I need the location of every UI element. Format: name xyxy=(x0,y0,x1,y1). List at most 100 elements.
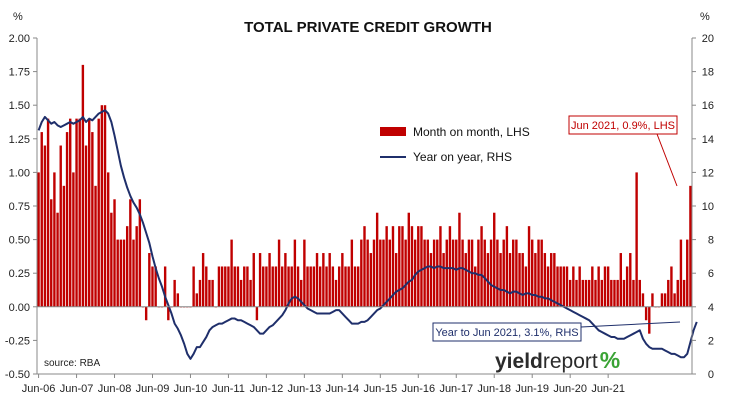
bar-mom xyxy=(341,253,344,307)
left-tick-label: 0.75 xyxy=(9,201,30,213)
bar-mom xyxy=(686,239,689,307)
bar-mom xyxy=(587,279,591,307)
x-tick-label: Jun-18 xyxy=(477,383,511,395)
right-tick-label: 12 xyxy=(702,167,714,179)
bar-mom xyxy=(679,239,683,307)
bar-mom xyxy=(635,172,638,307)
bar-mom xyxy=(597,266,600,307)
left-tick-label: -0.50 xyxy=(5,369,30,381)
bar-mom xyxy=(347,266,350,307)
bar-mom xyxy=(673,293,676,307)
right-tick-label: 2 xyxy=(708,335,714,347)
bar-mom xyxy=(230,239,233,307)
left-tick-label: 0.00 xyxy=(9,302,30,314)
left-tick-label: 0.50 xyxy=(9,235,30,247)
bar-mom xyxy=(502,239,505,307)
yieldreport-logo: yieldreport% xyxy=(495,347,620,373)
bar-mom xyxy=(192,266,195,307)
bar-mom xyxy=(622,279,626,307)
bar-mom xyxy=(531,239,534,307)
bar-mom xyxy=(211,279,214,307)
bar-mom xyxy=(255,306,259,321)
right-axis-unit: % xyxy=(700,11,710,23)
bar-mom xyxy=(663,293,667,307)
x-tick-label: Jun-08 xyxy=(98,383,132,395)
legend-bar-swatch xyxy=(380,127,406,136)
annotation-monthly: Jun 2021, 0.9%, LHS xyxy=(568,115,678,187)
bar-mom xyxy=(312,266,316,307)
bar-mom xyxy=(75,118,78,307)
bar-mom xyxy=(119,239,123,307)
bar-mom xyxy=(268,253,271,307)
bar-mom xyxy=(56,212,59,307)
bar-mom xyxy=(429,253,433,307)
bar-mom xyxy=(676,279,679,307)
bar-mom xyxy=(296,266,300,307)
line-yoy xyxy=(37,109,698,360)
bar-mom xyxy=(239,279,243,307)
bar-mom xyxy=(549,253,553,307)
bar-mom xyxy=(581,279,585,307)
bar-mom xyxy=(670,266,673,307)
bar-mom xyxy=(249,279,252,307)
bar-mom xyxy=(233,266,236,307)
bar-mom xyxy=(385,226,388,307)
left-tick-label: -0.25 xyxy=(5,335,30,347)
legend: Month on month, LHS Year on year, RHS xyxy=(380,125,530,164)
bar-mom xyxy=(290,266,293,307)
bar-mom xyxy=(173,279,176,307)
bar-mom xyxy=(537,239,540,307)
bar-mom xyxy=(167,306,170,321)
bar-mom xyxy=(163,266,167,307)
bar-mom xyxy=(148,253,151,307)
bar-mom xyxy=(325,266,328,307)
bar-mom xyxy=(62,185,66,307)
annotation-monthly-box xyxy=(568,115,678,135)
bar-mom xyxy=(499,253,502,307)
bar-mom xyxy=(648,306,651,334)
left-tick-label: 0.25 xyxy=(9,268,30,280)
bar-mom xyxy=(413,239,417,307)
bar-mom xyxy=(603,266,607,307)
bar-mom xyxy=(65,132,69,307)
annotation-monthly-leader xyxy=(656,133,678,187)
bar-mom xyxy=(208,279,211,307)
bar-mom xyxy=(116,239,119,307)
bar-mom xyxy=(521,253,524,307)
bar-mom xyxy=(135,226,138,307)
bar-mom xyxy=(72,172,75,307)
right-axis-ticks: 0 2 4 6 8 10 12 14 16 18 20 xyxy=(692,33,714,381)
bar-mom xyxy=(493,212,496,307)
x-tick-label: Jun-06 xyxy=(22,383,56,395)
bar-mom xyxy=(394,253,398,307)
right-tick-label: 0 xyxy=(708,369,714,381)
bar-mom xyxy=(458,212,461,307)
right-tick-label: 8 xyxy=(708,235,714,247)
bar-mom xyxy=(467,239,471,307)
bar-mom xyxy=(559,266,562,307)
bar-mom xyxy=(220,266,224,307)
bar-mom xyxy=(287,266,290,307)
source-note: source: RBA xyxy=(44,358,100,369)
x-axis-ticks: Jun-06 Jun-07 Jun-08 Jun-09 Jun-10 Jun-11 Jun-… xyxy=(22,374,625,395)
x-tick-label: Jun-09 xyxy=(136,383,170,395)
bar-mom xyxy=(401,226,404,307)
bar-mom xyxy=(644,306,648,321)
bar-mom xyxy=(455,239,458,307)
x-tick-label: Jun-15 xyxy=(364,383,398,395)
annotation-annual-box xyxy=(432,322,582,342)
bar-mom xyxy=(442,253,445,307)
bar-mom xyxy=(205,266,208,307)
bar-mom xyxy=(363,226,366,307)
bar-mom xyxy=(546,266,550,307)
bar-mom xyxy=(125,226,129,307)
bar-mom xyxy=(337,266,341,307)
bar-mom xyxy=(81,64,85,307)
bar-mom xyxy=(59,145,62,307)
bar-mom xyxy=(84,145,88,307)
x-tick-label: Jun-20 xyxy=(553,383,587,395)
bar-mom xyxy=(568,279,572,307)
bar-mom xyxy=(423,239,426,307)
bar-mom xyxy=(556,266,559,307)
bar-mom xyxy=(641,293,645,307)
